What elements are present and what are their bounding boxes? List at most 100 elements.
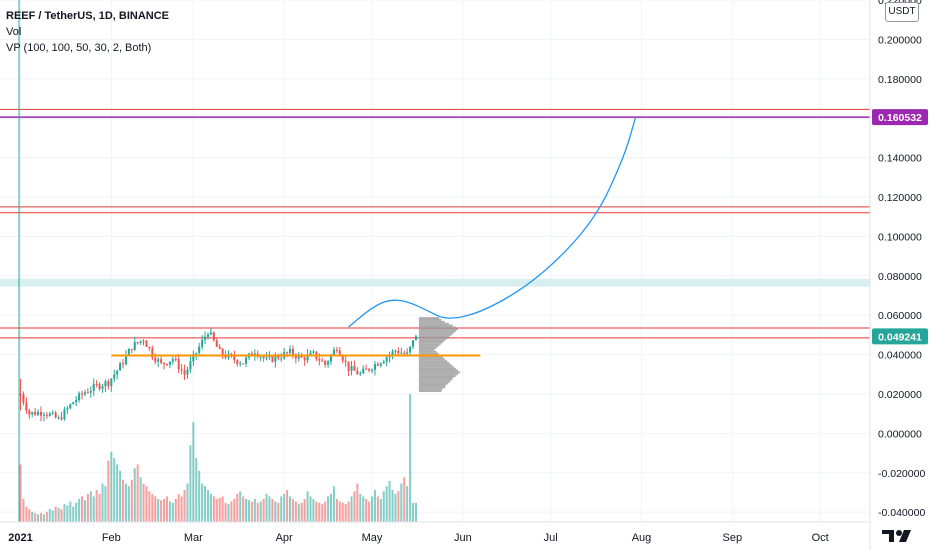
candle-body — [288, 348, 292, 353]
volume-bar — [104, 486, 107, 522]
candle-body — [42, 414, 45, 416]
volume-bar — [186, 483, 189, 522]
volume-bar — [277, 502, 280, 522]
candle-body — [145, 340, 148, 347]
volume-profile-bar — [418, 386, 446, 389]
time-axis-tick-label: Aug — [632, 532, 652, 544]
candle-body — [318, 359, 321, 361]
price-axis-tick-label: 0.140000 — [878, 153, 922, 165]
volume-bar — [171, 502, 174, 522]
candle-body — [95, 383, 98, 385]
volume-bar — [192, 422, 195, 522]
volume-bar — [51, 510, 54, 522]
volume-bar — [122, 479, 125, 522]
candle-body — [262, 356, 265, 359]
candle-body — [233, 355, 236, 361]
candle-body — [306, 354, 309, 361]
volume-bar — [403, 477, 406, 522]
candle-body — [148, 346, 151, 349]
volume-bar — [227, 504, 230, 522]
volume-bar — [124, 483, 127, 522]
price-axis-tick-label: -0.020000 — [878, 468, 925, 480]
candle-body — [174, 358, 177, 360]
volume-bar — [400, 483, 403, 522]
candle-body — [130, 349, 133, 351]
volume-bar — [54, 506, 57, 522]
volume-bar — [341, 502, 344, 522]
volume-bar — [297, 504, 300, 522]
candle-body — [104, 381, 107, 387]
candle-body — [116, 370, 119, 375]
candle-body — [154, 357, 157, 362]
volume-bar — [107, 460, 110, 522]
candle-body — [60, 417, 63, 420]
volume-bar — [22, 498, 25, 522]
volume-indicator-label[interactable]: Vol — [6, 26, 22, 38]
candle-body — [45, 414, 48, 416]
price-axis-tick-label: 0.100000 — [878, 231, 922, 243]
candle-body — [139, 340, 142, 343]
symbol-title[interactable]: REEF / TetherUS, 1D, BINANCE — [6, 10, 169, 22]
volume-bar — [148, 491, 151, 522]
candle-body — [206, 334, 210, 337]
candle-body — [350, 365, 353, 371]
volume-bar — [259, 501, 262, 522]
tradingview-logo-icon[interactable] — [880, 526, 918, 546]
candle-body — [212, 332, 215, 341]
candle-body — [400, 352, 403, 354]
candle-body — [239, 363, 242, 365]
volume-bar — [183, 490, 186, 522]
volume-profile-bar — [418, 362, 450, 364]
volume-bar — [151, 493, 154, 522]
currency-selector[interactable]: USDT — [885, 2, 919, 22]
volume-bar — [379, 498, 382, 522]
candle-body — [34, 412, 37, 415]
candle-body — [151, 348, 154, 358]
price-axis-tick-label: 0.000000 — [878, 428, 922, 440]
target-price-label: 0.160532 — [878, 112, 922, 124]
volume-profile-bar — [418, 377, 454, 379]
volume-profile-bar — [418, 358, 446, 361]
candle-body — [177, 359, 180, 370]
volume-bar — [168, 501, 171, 522]
volume-bar — [224, 502, 227, 522]
volume-profile-bar — [418, 367, 456, 370]
candle-body — [286, 352, 289, 354]
candle-body — [204, 336, 207, 340]
volume-profile-bar — [418, 350, 437, 353]
volume-bar — [89, 491, 92, 522]
volume-profile-indicator-label[interactable]: VP (100, 100, 50, 30, 2, Both) — [6, 42, 152, 54]
volume-bar — [25, 506, 28, 522]
volume-profile-bar — [418, 319, 442, 321]
volume-bar — [92, 496, 95, 522]
volume-bar — [280, 496, 283, 522]
volume-bar — [332, 486, 335, 522]
candle-body — [215, 340, 218, 347]
volume-bar — [86, 493, 89, 522]
candle-body — [19, 393, 22, 395]
candle-body — [180, 369, 183, 371]
volume-bar — [359, 493, 362, 522]
candle-body — [332, 349, 335, 356]
time-axis-tick-label: Feb — [102, 532, 121, 544]
volume-bar — [139, 477, 142, 522]
volume-bar — [60, 509, 63, 522]
volume-profile-bar — [418, 320, 445, 323]
candle-body — [63, 409, 66, 420]
volume-bar — [242, 496, 245, 522]
volume-bar — [347, 501, 350, 522]
price-axis-tick-label: 0.020000 — [878, 389, 922, 401]
candle-body — [236, 360, 239, 364]
time-axis-tick-label: Jul — [544, 532, 558, 544]
candle-body — [379, 363, 382, 366]
candle-body — [160, 359, 163, 363]
candle-body — [192, 354, 195, 362]
candle-body — [127, 349, 130, 356]
volume-bar — [376, 496, 379, 522]
volume-profile-bar — [418, 322, 449, 325]
volume-bar — [350, 496, 353, 522]
volume-bar — [268, 496, 271, 522]
candle-body — [394, 350, 397, 352]
volume-bar — [306, 491, 309, 522]
